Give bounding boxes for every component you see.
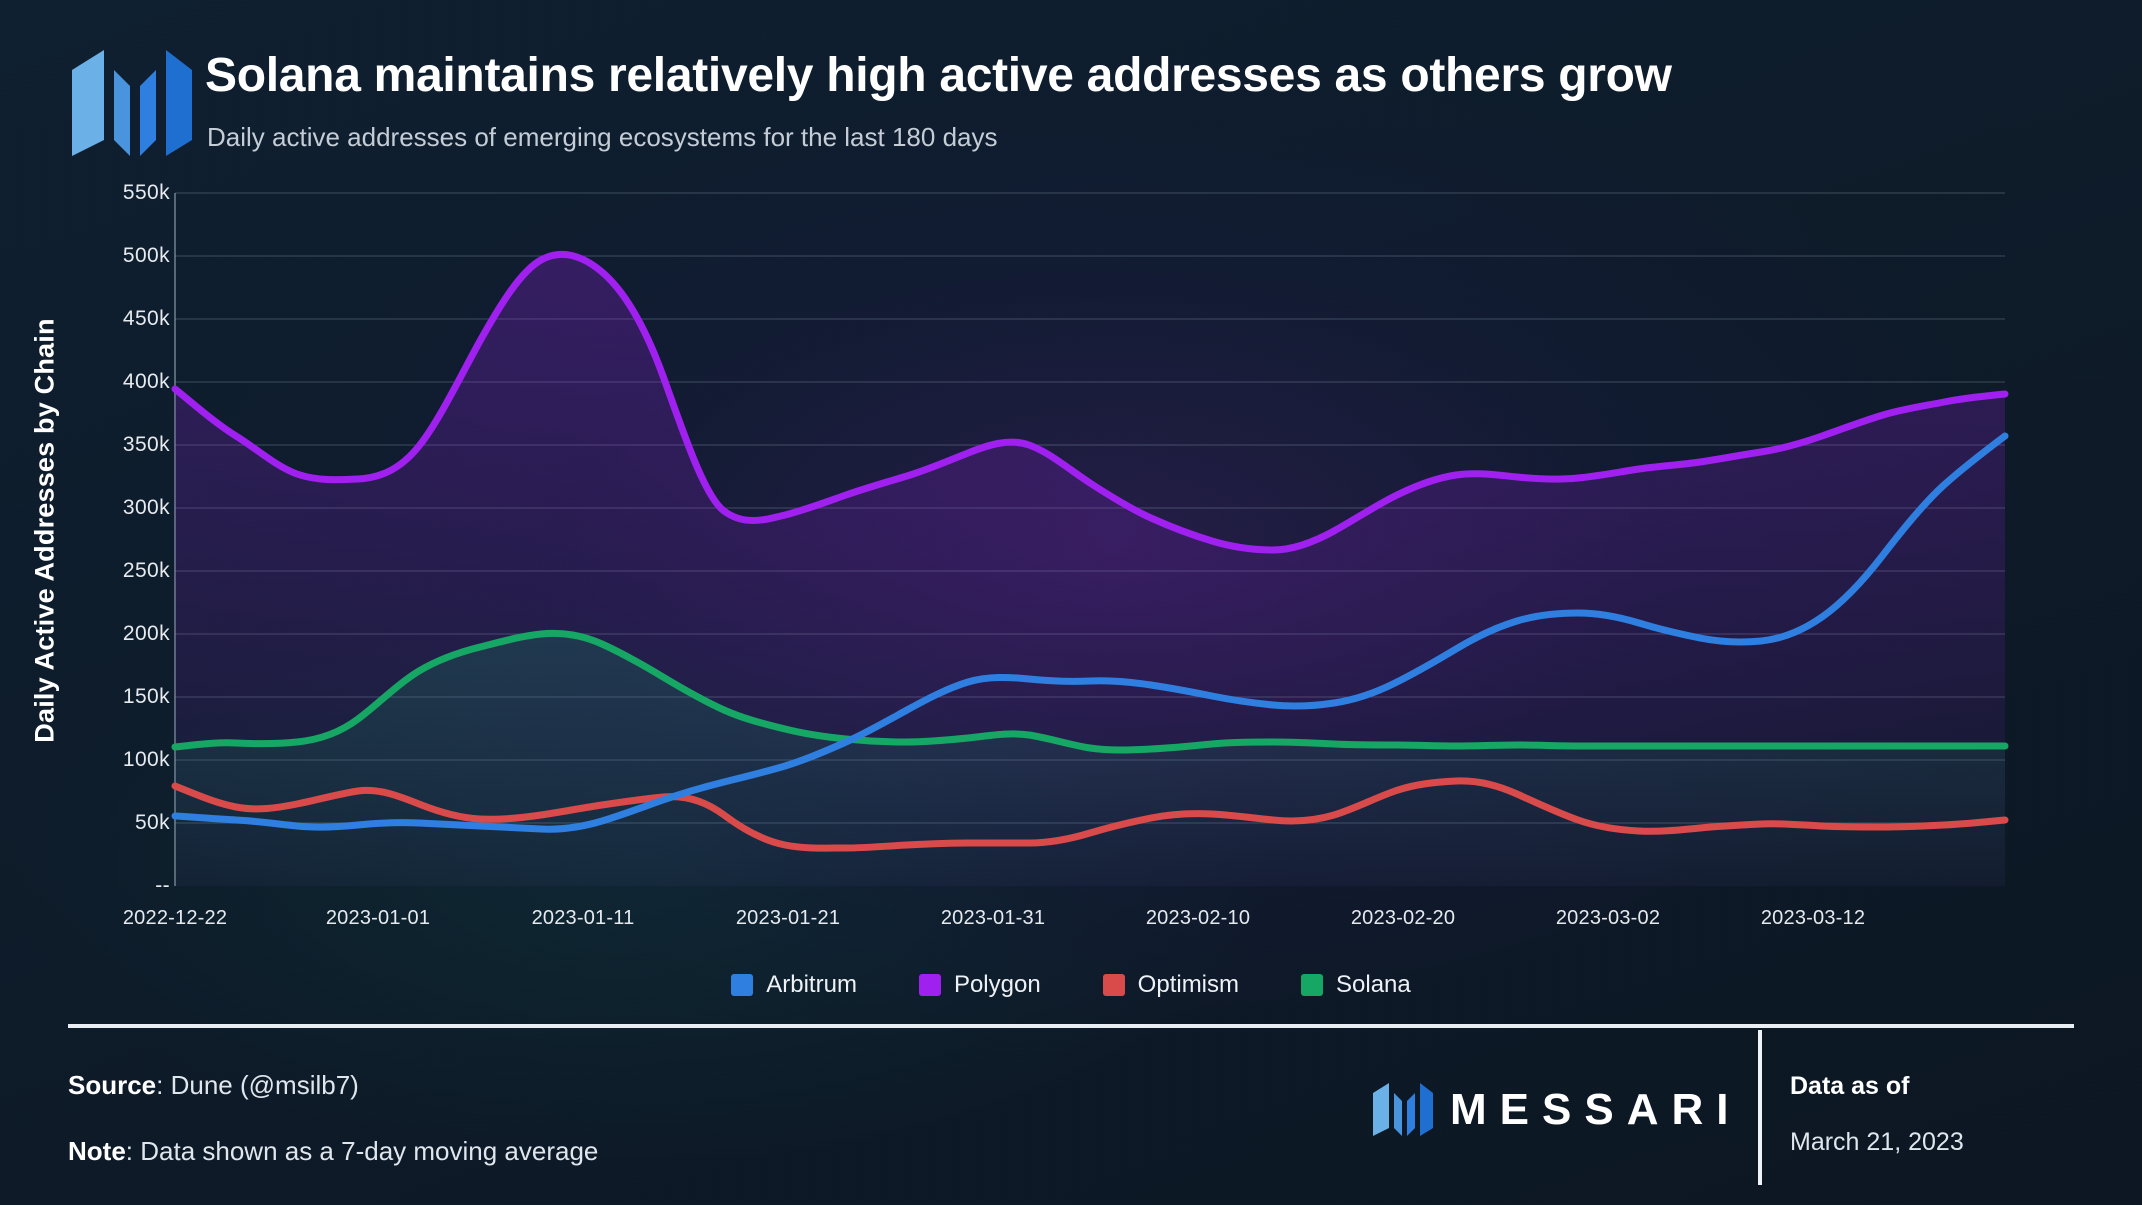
legend-swatch-icon — [731, 974, 754, 996]
y-tick: 150k — [122, 685, 170, 708]
x-tick: 2022-12-22 — [122, 907, 228, 929]
messari-logo-icon — [66, 48, 194, 158]
y-tick: 50k — [134, 811, 170, 834]
messari-logo-icon — [1373, 1083, 1433, 1136]
y-tick: 500k — [122, 244, 170, 267]
y-tick: 550k — [122, 181, 170, 204]
y-tick: -- — [155, 874, 170, 897]
legend-swatch-icon — [1102, 974, 1125, 996]
series-line-arbitrum — [171, 432, 2009, 833]
legend-swatch-icon — [1301, 974, 1324, 996]
y-tick: 350k — [122, 433, 170, 456]
messari-wordmark: MESSARI — [1450, 1084, 1742, 1134]
source-line: Source: Dune (@msilb7) — [68, 1070, 359, 1101]
y-tick: 100k — [122, 748, 170, 771]
footer: Source: Dune (@msilb7) Note: Data shown … — [0, 1010, 2142, 1205]
legend-label: Solana — [1336, 971, 1411, 998]
legend-item-arbitrum[interactable]: Arbitrum — [731, 971, 857, 999]
y-tick: 300k — [122, 496, 170, 519]
x-tick: 2023-02-10 — [1145, 907, 1251, 929]
y-tick: 250k — [122, 559, 170, 582]
y-tick: 200k — [122, 622, 170, 645]
legend-label: Optimism — [1137, 971, 1240, 998]
series-areas — [175, 254, 2005, 887]
messari-brand: MESSARI — [1370, 1082, 1741, 1137]
legend-item-optimism[interactable]: Optimism — [1102, 971, 1240, 999]
x-axis-ticks: 2022-12-22 2023-01-01 2023-01-11 2023-01… — [0, 907, 2142, 947]
x-tick: 2023-03-12 — [1760, 907, 1866, 929]
x-tick: 2023-01-21 — [735, 907, 841, 929]
legend-label: Polygon — [953, 971, 1041, 998]
header: Solana maintains relatively high active … — [0, 0, 2142, 185]
page-title: Solana maintains relatively high active … — [205, 49, 1672, 102]
source-label: Source — [68, 1070, 157, 1100]
source-value: : Dune (@msilb7) — [156, 1070, 359, 1100]
data-as-of-label: Data as of — [1790, 1072, 1910, 1100]
footer-vertical-divider — [1758, 1030, 1762, 1185]
series-line-polygon — [171, 250, 2009, 554]
page-subtitle: Daily active addresses of emerging ecosy… — [207, 122, 998, 152]
note-label: Note — [68, 1136, 126, 1166]
legend-label: Arbitrum — [766, 971, 857, 998]
x-tick: 2023-03-02 — [1555, 907, 1661, 929]
footer-divider — [68, 1024, 2074, 1028]
series-line-solana — [171, 629, 2009, 754]
y-tick: 450k — [122, 307, 170, 330]
series-line-optimism — [171, 777, 2009, 852]
legend-item-solana[interactable]: Solana — [1301, 971, 1411, 999]
data-as-of-value: March 21, 2023 — [1790, 1128, 1964, 1156]
plot-area — [171, 192, 2009, 893]
chart: Daily Active Addresses by Chain 550k 500… — [0, 181, 2142, 1005]
legend-item-polygon[interactable]: Polygon — [918, 971, 1041, 999]
solana-area — [175, 633, 2005, 886]
x-tick: 2023-02-20 — [1350, 907, 1456, 929]
x-tick: 2023-01-11 — [531, 907, 635, 929]
chart-legend: Arbitrum Polygon Optimism Solana — [0, 962, 2142, 1008]
x-tick: 2023-01-31 — [940, 907, 1046, 929]
x-tick: 2023-01-01 — [325, 907, 431, 929]
note-line: Note: Data shown as a 7-day moving avera… — [68, 1136, 598, 1167]
y-tick: 400k — [122, 370, 170, 393]
note-value: : Data shown as a 7-day moving average — [125, 1136, 599, 1166]
legend-swatch-icon — [918, 974, 941, 996]
y-axis-ticks: 550k 500k 450k 400k 350k 300k 250k 200k … — [30, 181, 170, 905]
